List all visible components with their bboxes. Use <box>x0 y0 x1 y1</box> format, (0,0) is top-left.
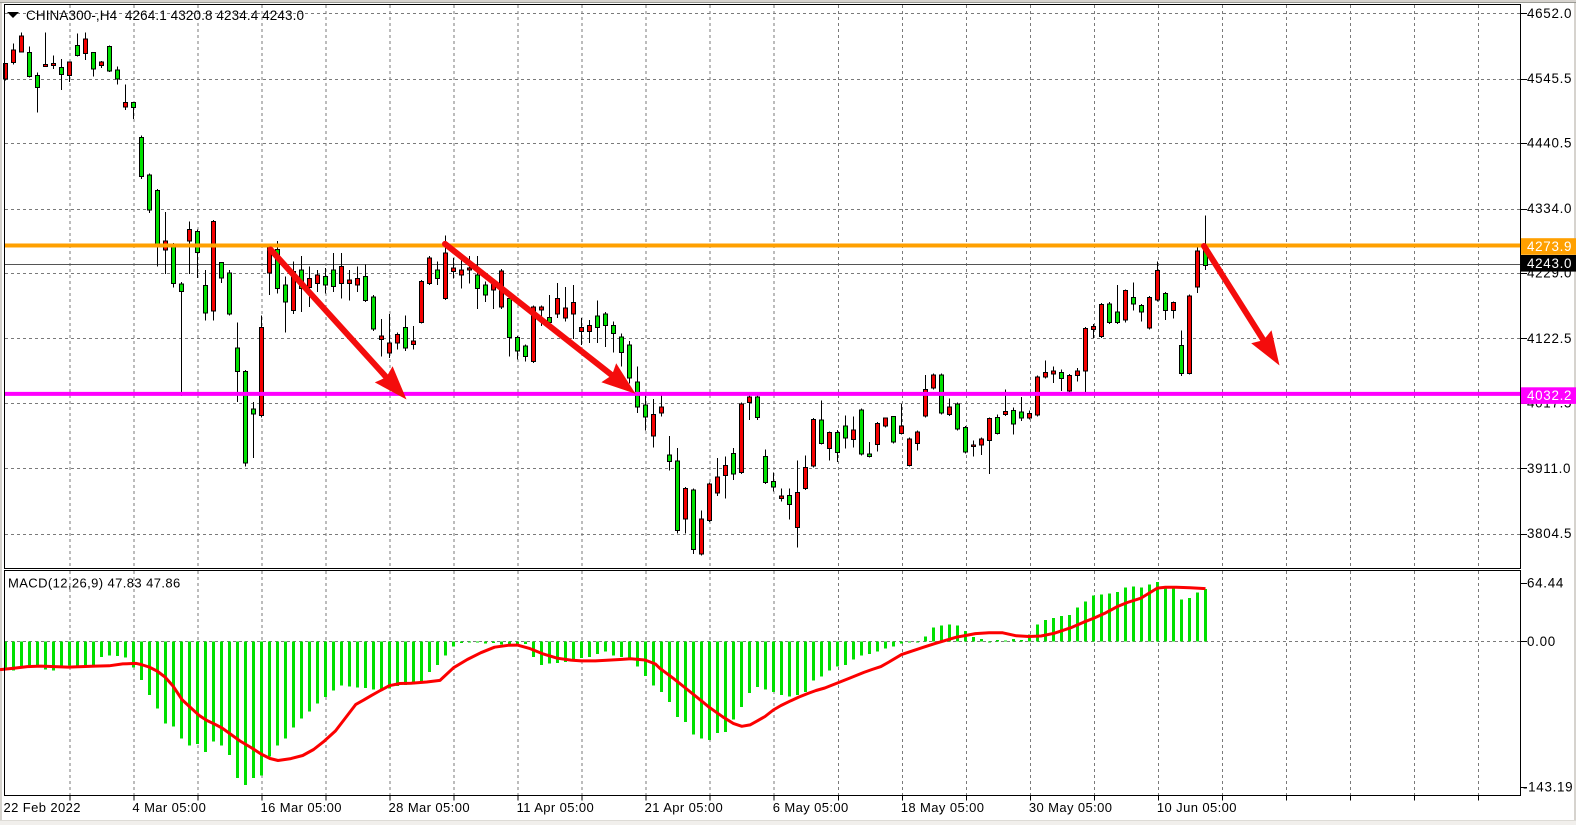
svg-text:11 Apr 05:00: 11 Apr 05:00 <box>517 800 595 815</box>
svg-text:28 Mar 05:00: 28 Mar 05:00 <box>389 800 470 815</box>
svg-text:CHINA300-,H4 4264.1 4320.8 42: CHINA300-,H4 4264.1 4320.8 4234.4 4243.0 <box>26 8 304 23</box>
svg-text:18 May 05:00: 18 May 05:00 <box>901 800 985 815</box>
svg-text:4334.0: 4334.0 <box>1527 201 1572 216</box>
svg-text:0.00: 0.00 <box>1527 634 1556 649</box>
svg-text:4545.5: 4545.5 <box>1527 71 1572 86</box>
svg-text:3804.5: 3804.5 <box>1527 526 1572 541</box>
svg-text:4440.5: 4440.5 <box>1527 136 1572 151</box>
svg-text:4652.0: 4652.0 <box>1527 6 1572 21</box>
svg-text:21 Apr 05:00: 21 Apr 05:00 <box>645 800 724 815</box>
svg-text:30 May 05:00: 30 May 05:00 <box>1029 800 1113 815</box>
svg-text:MACD(12,26,9) 47.83 47.86: MACD(12,26,9) 47.83 47.86 <box>8 576 181 591</box>
svg-text:22 Feb 2022: 22 Feb 2022 <box>4 800 81 815</box>
svg-text:4243.0: 4243.0 <box>1527 256 1572 271</box>
svg-text:10 Jun 05:00: 10 Jun 05:00 <box>1157 800 1237 815</box>
svg-text:4 Mar 05:00: 4 Mar 05:00 <box>132 800 206 815</box>
svg-text:6 May 05:00: 6 May 05:00 <box>773 800 849 815</box>
svg-text:4032.2: 4032.2 <box>1527 388 1572 403</box>
svg-text:4122.5: 4122.5 <box>1527 331 1572 346</box>
svg-text:4273.9: 4273.9 <box>1527 239 1572 254</box>
svg-text:-143.19: -143.19 <box>1523 780 1573 795</box>
svg-text:64.44: 64.44 <box>1527 576 1564 591</box>
svg-text:16 Mar 05:00: 16 Mar 05:00 <box>260 800 341 815</box>
svg-text:3911.0: 3911.0 <box>1527 461 1571 476</box>
